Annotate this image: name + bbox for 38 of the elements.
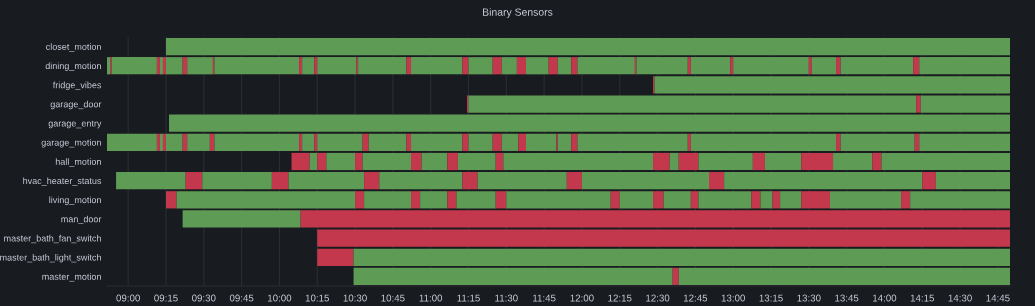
y-tick-label: garage_entry (48, 120, 102, 129)
y-tick-label: closet_motion (46, 43, 101, 52)
x-tick-label: 09:45 (229, 294, 254, 302)
y-tick-label: fridge_vibes (52, 81, 102, 91)
y-tick-label: man_door (61, 215, 102, 225)
y-tick-label: hall_motion (55, 158, 101, 167)
x-tick-label: 11:00 (419, 294, 443, 302)
x-tick-label: 13:00 (721, 294, 745, 302)
x-tick-label: 13:45 (835, 294, 859, 302)
x-tick-label: 10:15 (305, 294, 329, 302)
x-tick-label: 13:15 (759, 294, 783, 302)
x-tick-label: 09:00 (116, 294, 140, 302)
chart-title: Binary Sensors (483, 8, 553, 18)
x-tick-label: 14:15 (910, 294, 935, 302)
x-tick-label: 11:45 (533, 294, 556, 302)
x-tick-label: 14:30 (948, 294, 972, 302)
y-tick-label: master_bath_light_switch (0, 254, 101, 263)
x-tick-label: 11:15 (457, 294, 480, 302)
x-tick-label: 13:30 (797, 294, 821, 302)
x-tick-label: 10:45 (381, 294, 405, 302)
x-tick-label: 12:45 (683, 294, 708, 302)
x-tick-label: 11:30 (495, 294, 518, 302)
x-tick-label: 14:45 (986, 294, 1010, 302)
x-tick-label: 12:00 (570, 294, 594, 302)
x-tick-label: 14:00 (873, 294, 897, 302)
y-tick-label: hvac_heater_status (23, 177, 102, 186)
y-tick-label: garage_door (50, 100, 102, 110)
y-tick-label: master_bath_fan_switch (4, 234, 101, 244)
x-tick-label: 12:30 (646, 294, 670, 302)
x-tick-label: 12:15 (608, 294, 632, 302)
y-tick-label: living_motion (49, 196, 101, 205)
y-tick-label: garage_motion (41, 139, 101, 148)
y-tick-label: dining_motion (45, 62, 101, 71)
x-tick-label: 09:15 (154, 294, 178, 302)
x-tick-label: 10:00 (268, 294, 292, 302)
x-tick-label: 09:30 (192, 294, 216, 302)
x-tick-label: 10:30 (343, 294, 367, 302)
y-tick-label: master_motion (42, 273, 101, 282)
